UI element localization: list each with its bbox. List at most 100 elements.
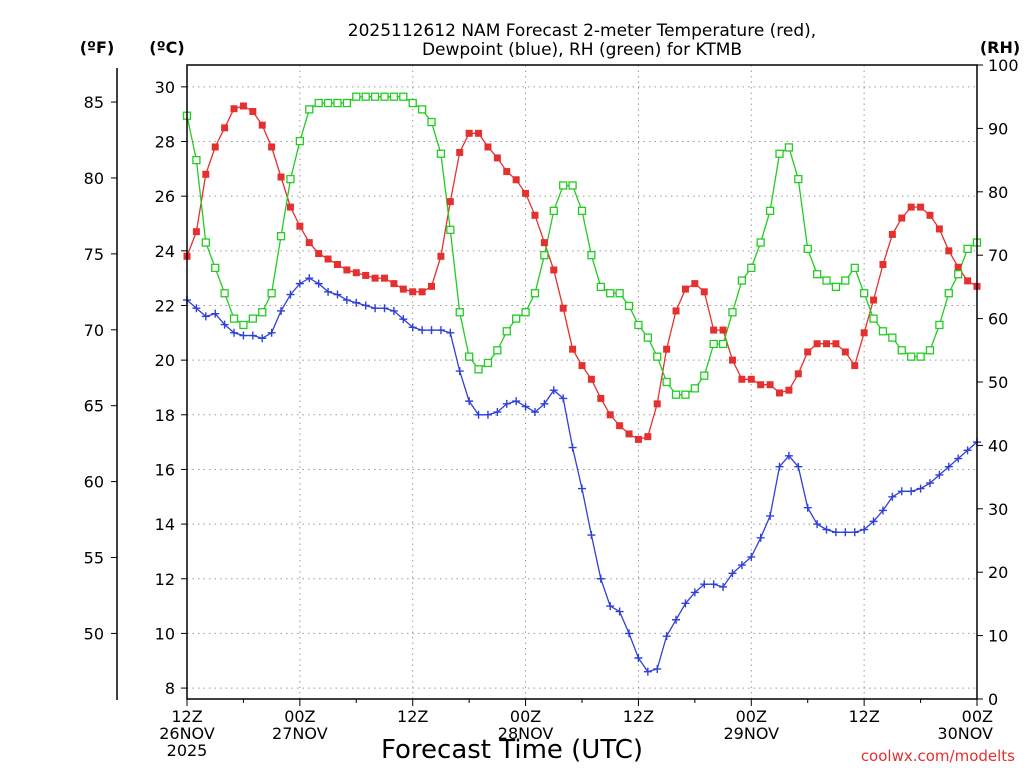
rh-point xyxy=(549,206,558,215)
rh-point xyxy=(314,98,323,108)
temperature-point xyxy=(625,430,633,438)
fahrenheit-tick-label: 80 xyxy=(84,169,104,188)
rh-point xyxy=(954,270,963,279)
time-tick-label: 26NOV xyxy=(159,724,215,743)
dewpoint-point xyxy=(258,334,267,343)
rh-point xyxy=(775,149,784,158)
rh-point xyxy=(812,270,822,279)
dewpoint-point xyxy=(756,533,765,542)
dewpoint-point xyxy=(803,503,812,512)
temperature-point xyxy=(841,348,849,356)
rh-point xyxy=(653,352,662,361)
temperature-point xyxy=(230,105,238,113)
rh-point xyxy=(380,92,389,101)
rh-point xyxy=(229,314,239,323)
dewpoint-point xyxy=(822,525,831,534)
dewpoint-point xyxy=(888,492,897,501)
temperature-point xyxy=(305,239,313,247)
fahrenheit-axis: 50 55 60 65 70 75 80 85 xyxy=(84,93,117,643)
rh-tick-label: 40 xyxy=(988,436,1008,455)
temperature-point xyxy=(362,271,370,279)
rh-point xyxy=(267,289,276,298)
temperature-point xyxy=(634,435,642,443)
celsius-tick-label: 20 xyxy=(155,351,175,370)
temperature-point xyxy=(851,362,859,370)
temperature-point xyxy=(888,230,896,238)
temperature-point xyxy=(719,326,727,334)
temperature-point xyxy=(559,304,567,312)
temperature-point xyxy=(221,124,229,132)
dewpoint-point xyxy=(446,328,455,337)
time-tick-label: 00Z xyxy=(284,707,315,726)
dewpoint-point xyxy=(869,517,878,526)
rh-point xyxy=(239,320,248,330)
dewpoint-point xyxy=(230,328,239,337)
time-tick-label: 27NOV xyxy=(272,724,328,743)
rh-point xyxy=(794,174,803,184)
temperature-point xyxy=(286,203,294,211)
rh-point xyxy=(333,98,342,108)
dewpoint-point xyxy=(248,331,257,340)
temperature-point xyxy=(569,345,577,353)
rh-point xyxy=(916,352,925,361)
dewpoint-point xyxy=(267,328,276,337)
rh-point xyxy=(765,206,775,215)
temperature-point xyxy=(935,225,943,233)
rh-tick-label: 100 xyxy=(988,56,1019,75)
temperature-point xyxy=(747,375,755,383)
dewpoint-point xyxy=(220,320,229,329)
time-tick-label: 12Z xyxy=(848,707,879,726)
temperature-point xyxy=(776,389,783,397)
rh-point xyxy=(935,320,944,330)
temperature-line xyxy=(186,105,978,441)
rh-point xyxy=(624,301,634,311)
temperature-point xyxy=(503,168,511,176)
celsius-axis: 8 10 12 14 16 18 20 22 24 26 28 30 xyxy=(155,78,187,698)
rh-point xyxy=(464,352,474,361)
chart-title-line1: 2025112612 NAM Forecast 2-meter Temperat… xyxy=(348,21,816,41)
dewpoint-point xyxy=(897,487,906,496)
temperature-point xyxy=(399,285,407,293)
temperature-point xyxy=(531,211,539,219)
plot-frame xyxy=(186,64,978,700)
rh-point xyxy=(559,181,568,190)
dewpoint-point xyxy=(606,602,615,611)
temperature-point xyxy=(691,280,699,288)
rh-unit-label: (RH) xyxy=(980,38,1020,57)
rh-point xyxy=(643,333,652,342)
rh-tick-label: 90 xyxy=(988,119,1008,138)
temperature-point xyxy=(964,277,972,285)
celsius-tick-label: 28 xyxy=(155,133,175,152)
temperature-point xyxy=(945,247,953,255)
temperature-point xyxy=(578,362,586,370)
rh-point xyxy=(841,276,850,285)
celsius-tick-label: 12 xyxy=(155,570,175,589)
celsius-tick-label: 30 xyxy=(155,78,175,97)
temperature-point xyxy=(268,143,276,151)
rh-point xyxy=(540,251,549,260)
rh-point xyxy=(577,206,587,215)
dewpoint-point xyxy=(916,484,925,493)
temperature-point xyxy=(381,274,388,282)
temperature-point xyxy=(550,266,558,274)
rh-point xyxy=(474,365,483,374)
temperature-point xyxy=(296,222,304,230)
rh-point xyxy=(784,143,794,152)
rh-tick-label: 10 xyxy=(988,627,1008,646)
temperature-point xyxy=(512,176,520,184)
dewpoint-point xyxy=(954,454,963,463)
celsius-tick-label: 18 xyxy=(155,406,175,425)
dewpoint-point xyxy=(794,462,803,471)
gridlines xyxy=(187,65,977,699)
rh-axis: 0 10 20 30 40 50 60 70 80 90 100 xyxy=(977,56,1019,709)
temperature-point xyxy=(475,129,483,137)
temperature-point xyxy=(371,274,379,282)
dewpoint-line xyxy=(186,277,978,673)
rh-tick-label: 70 xyxy=(988,246,1008,265)
rh-point xyxy=(427,117,436,127)
dewpoint-point xyxy=(709,580,718,589)
celsius-tick-label: 16 xyxy=(155,460,175,479)
time-tick-label: 00Z xyxy=(510,707,541,726)
fahrenheit-tick-label: 65 xyxy=(84,397,104,416)
